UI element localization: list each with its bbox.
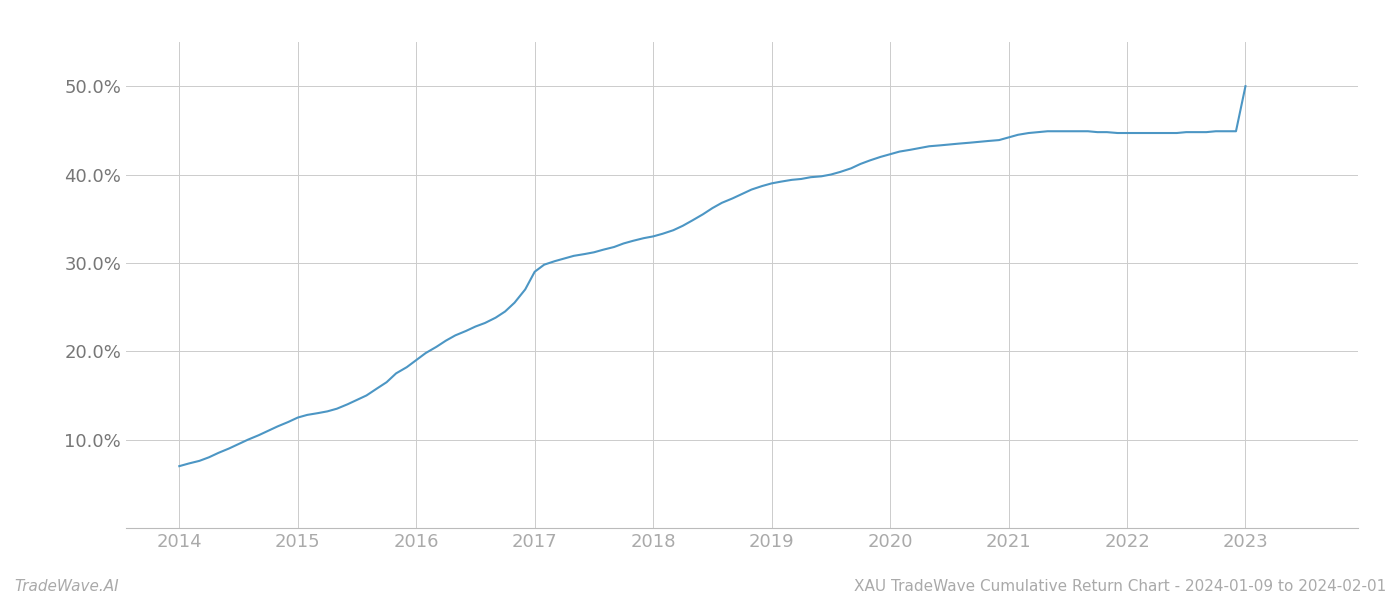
Text: XAU TradeWave Cumulative Return Chart - 2024-01-09 to 2024-02-01: XAU TradeWave Cumulative Return Chart - … — [854, 579, 1386, 594]
Text: TradeWave.AI: TradeWave.AI — [14, 579, 119, 594]
